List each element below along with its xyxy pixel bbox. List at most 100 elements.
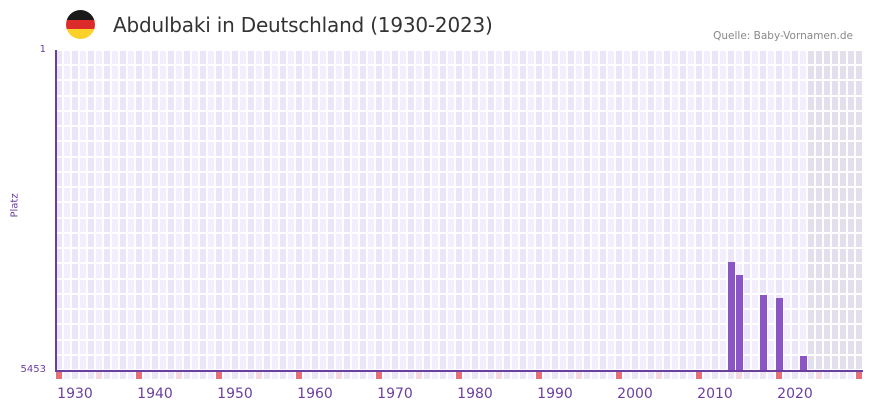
- grid-cell: [368, 355, 374, 369]
- grid-cell: [800, 81, 806, 95]
- grid-cell: [152, 96, 158, 110]
- grid-cell: [416, 249, 422, 263]
- grid-cell: [608, 264, 614, 278]
- grid-cell: [240, 127, 246, 141]
- grid-cell: [120, 310, 126, 324]
- grid-cell: [784, 249, 790, 263]
- grid-cell: [296, 355, 302, 369]
- grid-cell: [488, 127, 494, 141]
- grid-cell: [728, 81, 734, 95]
- grid-cell: [224, 81, 230, 95]
- grid-cell: [152, 279, 158, 293]
- grid-cell: [176, 310, 182, 324]
- grid-cell: [488, 96, 494, 110]
- grid-cell: [544, 81, 550, 95]
- grid-cell: [368, 111, 374, 126]
- grid-cell: [376, 96, 382, 110]
- grid-cell: [184, 325, 190, 339]
- grid-cell: [104, 294, 110, 309]
- marker-cell: [488, 371, 494, 379]
- grid-cell: [96, 264, 102, 278]
- marker-cell: [504, 371, 510, 379]
- grid-cell: [112, 325, 118, 339]
- grid-cell: [728, 218, 734, 232]
- marker-cell: [120, 371, 126, 379]
- grid-cell: [176, 51, 182, 65]
- grid-cell: [552, 249, 558, 263]
- grid-cell: [360, 310, 366, 324]
- bar-2013[interactable]: [736, 274, 743, 370]
- grid-cell: [728, 96, 734, 110]
- grid-cell: [136, 249, 142, 263]
- grid-cell: [552, 66, 558, 80]
- grid-cell: [552, 172, 558, 187]
- grid-cell: [184, 203, 190, 217]
- grid-cell: [616, 264, 622, 278]
- grid-cell: [200, 218, 206, 232]
- marker-cell: [392, 371, 398, 379]
- grid-cell: [816, 218, 822, 232]
- bar-2021[interactable]: [800, 356, 807, 370]
- grid-cell: [88, 279, 94, 293]
- bar-2012[interactable]: [728, 262, 735, 370]
- grid-cell: [464, 249, 470, 263]
- grid-cell: [136, 127, 142, 141]
- grid-cell: [296, 294, 302, 309]
- grid-cell: [576, 325, 582, 339]
- grid-cell: [480, 279, 486, 293]
- grid-cell: [600, 203, 606, 217]
- grid-cell: [800, 172, 806, 187]
- bar-2016[interactable]: [760, 294, 767, 370]
- grid-cell: [456, 203, 462, 217]
- grid-cell: [88, 233, 94, 248]
- grid-cell: [336, 264, 342, 278]
- grid-cell: [368, 294, 374, 309]
- marker-cell: [304, 371, 310, 379]
- grid-cell: [336, 127, 342, 141]
- grid-cell: [648, 188, 654, 202]
- grid-cell: [312, 325, 318, 339]
- grid-cell: [680, 279, 686, 293]
- grid-cell: [176, 355, 182, 369]
- grid-cell: [584, 264, 590, 278]
- bar-2018[interactable]: [776, 297, 783, 370]
- grid-cell: [360, 111, 366, 126]
- grid-cell: [800, 340, 806, 354]
- grid-cell: [432, 111, 438, 126]
- grid-cell: [136, 355, 142, 369]
- grid-cell: [504, 203, 510, 217]
- grid-cell: [832, 51, 838, 65]
- grid-cell: [616, 340, 622, 354]
- grid-cell: [680, 340, 686, 354]
- grid-cell: [376, 340, 382, 354]
- grid-cell: [80, 188, 86, 202]
- grid-cell: [336, 157, 342, 171]
- plot-area: [55, 50, 863, 370]
- grid-cell: [248, 264, 254, 278]
- grid-cell: [216, 233, 222, 248]
- grid-cell: [360, 172, 366, 187]
- grid-cell: [424, 127, 430, 141]
- grid-cell: [544, 51, 550, 65]
- grid-cell: [696, 203, 702, 217]
- grid-cell: [528, 51, 534, 65]
- grid-cell: [240, 142, 246, 156]
- grid-cell: [640, 340, 646, 354]
- grid-cell: [400, 279, 406, 293]
- grid-cell: [624, 355, 630, 369]
- grid-cell: [824, 142, 830, 156]
- grid-cell: [144, 142, 150, 156]
- grid-cell: [264, 218, 270, 232]
- marker-cell: [240, 371, 246, 379]
- grid-cell: [768, 172, 774, 187]
- grid-cell: [664, 66, 670, 80]
- grid-cell: [584, 127, 590, 141]
- grid-cell: [808, 188, 814, 202]
- grid-cell: [592, 218, 598, 232]
- grid-cell: [504, 127, 510, 141]
- grid-cell: [96, 172, 102, 187]
- y-axis-title: Platz: [9, 193, 21, 218]
- grid-cell: [80, 157, 86, 171]
- grid-cell: [232, 96, 238, 110]
- grid-cell: [504, 233, 510, 248]
